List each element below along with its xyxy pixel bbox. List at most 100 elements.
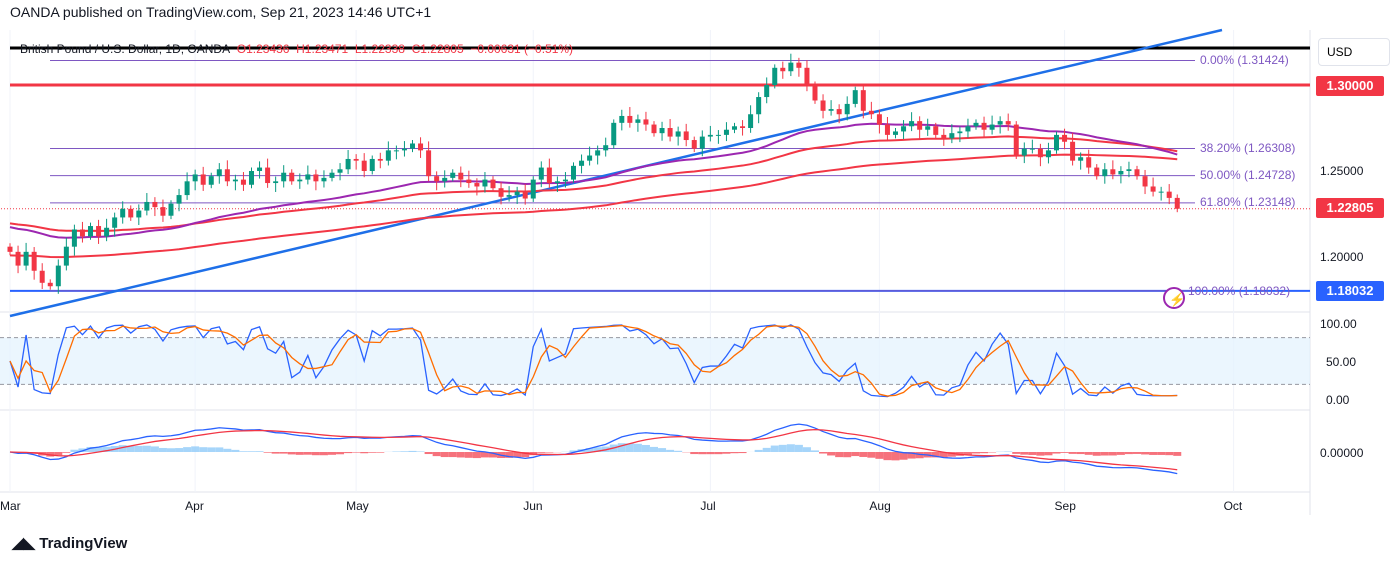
macd-histogram-bar — [408, 450, 417, 452]
candle-body — [55, 265, 61, 287]
candle-body — [973, 122, 979, 127]
macd-histogram-bar — [432, 452, 441, 457]
macd-histogram-bar — [786, 444, 795, 452]
candle-body — [361, 160, 367, 171]
candle-body — [297, 179, 303, 182]
candle-body — [458, 172, 464, 180]
candle-body — [426, 150, 432, 177]
macd-histogram-bar — [311, 452, 320, 456]
candle-body — [401, 148, 407, 151]
fib-label-0: 0.00% (1.31424) — [1200, 53, 1289, 67]
candle-body — [772, 67, 778, 85]
macd-histogram-bar — [352, 452, 361, 453]
macd-histogram-bar — [1028, 452, 1037, 455]
macd-histogram-bar — [1068, 452, 1077, 454]
macd-histogram-bar — [223, 448, 232, 452]
time-tick: Apr — [185, 499, 204, 513]
candle-body — [506, 195, 512, 197]
macd-histogram-bar — [1076, 452, 1085, 455]
candle-body — [434, 176, 440, 182]
candle-body — [152, 201, 158, 208]
candle-body — [659, 128, 665, 134]
macd-histogram-bar — [263, 452, 272, 453]
macd-histogram-bar — [1092, 452, 1101, 456]
time-tick: Oct — [1223, 499, 1243, 513]
candle-body — [1062, 134, 1068, 142]
candle-body — [997, 121, 1003, 125]
macd-histogram-bar — [54, 452, 63, 456]
macd-histogram-bar — [231, 449, 240, 452]
candle-body — [852, 90, 858, 104]
candle-body — [828, 109, 834, 111]
macd-histogram-bar — [207, 447, 216, 452]
macd-histogram-bar — [295, 452, 304, 455]
macd-histogram-bar — [392, 451, 401, 452]
macd-histogram-bar — [1173, 452, 1182, 456]
stochastic-d-line — [9, 324, 1178, 397]
macd-histogram-bar — [714, 452, 723, 455]
moving-average-mid-red — [9, 135, 1178, 232]
candle-body — [385, 150, 391, 161]
candle-body — [184, 181, 190, 196]
macd-histogram-bar — [86, 446, 95, 452]
macd-histogram-bar — [963, 452, 972, 455]
price-tick: 1.25000 — [1320, 164, 1364, 178]
candle-body — [715, 134, 721, 136]
candle-body — [466, 179, 472, 184]
price-tick: 1.20000 — [1320, 250, 1364, 264]
macd-histogram-bar — [690, 452, 699, 455]
candle-body — [265, 167, 271, 184]
candle-body — [47, 282, 53, 287]
candle-body — [273, 181, 279, 184]
candle-body — [603, 145, 609, 151]
candle-body — [780, 67, 786, 72]
fib-label-618: 61.80% (1.23148) — [1200, 195, 1296, 209]
candle-body — [917, 121, 923, 130]
macd-histogram-bar — [633, 443, 642, 452]
macd-histogram-bar — [94, 447, 103, 452]
candle-body — [498, 188, 504, 197]
fib-label-382: 38.20% (1.26308) — [1200, 141, 1296, 155]
candle-body — [836, 109, 842, 115]
macd-histogram-bar — [915, 452, 924, 459]
candle-body — [442, 177, 448, 182]
candle-body — [820, 100, 826, 111]
candle-body — [587, 155, 593, 161]
high-value: H1.23471 — [296, 42, 349, 56]
macd-histogram-bar — [1124, 452, 1133, 455]
candle-body — [901, 126, 907, 132]
macd-histogram-bar — [175, 448, 184, 452]
candle-body — [208, 176, 214, 185]
candle-body — [1045, 150, 1051, 158]
candle-body — [740, 126, 746, 128]
macd-histogram-bar — [754, 449, 763, 452]
macd-histogram-bar — [658, 448, 667, 452]
candle-body — [96, 226, 102, 237]
macd-histogram-bar — [722, 452, 731, 454]
macd-histogram-bar — [1044, 452, 1053, 456]
macd-histogram-bar — [287, 452, 296, 455]
candle-body — [893, 131, 898, 135]
macd-histogram-bar — [891, 452, 900, 461]
candle-body — [490, 179, 496, 189]
macd-histogram-bar — [142, 445, 151, 452]
candle-body — [281, 172, 287, 182]
macd-histogram-bar — [537, 452, 546, 453]
macd-histogram-bar — [835, 452, 844, 458]
macd-histogram-bar — [183, 447, 192, 452]
macd-histogram-bar — [770, 445, 779, 452]
publisher-header: OANDA published on TradingView.com, Sep … — [10, 4, 432, 20]
fib-label-50: 50.00% (1.24728) — [1200, 168, 1296, 182]
macd-histogram-bar — [947, 452, 956, 457]
macd-histogram-bar — [1012, 452, 1021, 454]
change-value: −0.00631 (−0.51%) — [470, 42, 574, 56]
time-tick: Sep — [1054, 499, 1076, 513]
candle-body — [7, 246, 13, 252]
macd-histogram-bar — [102, 446, 111, 452]
macd-histogram-bar — [980, 452, 989, 454]
currency-button[interactable]: USD — [1318, 38, 1390, 66]
candle-body — [804, 67, 810, 85]
tradingview-logo[interactable]: ◢◣ TradingView — [12, 534, 127, 552]
candle-body — [941, 134, 947, 139]
